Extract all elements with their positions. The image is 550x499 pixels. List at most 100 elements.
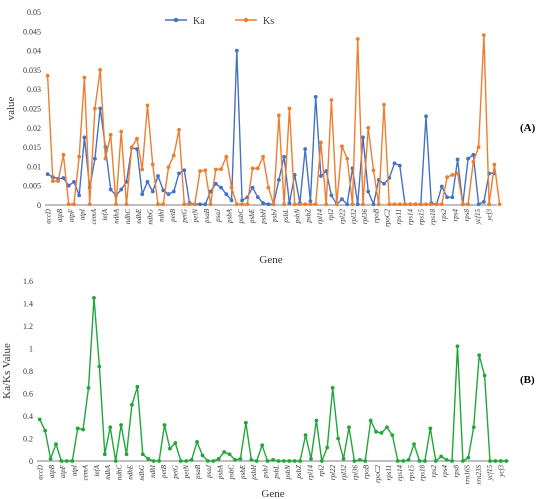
data-point [182,202,187,207]
x-tick-label: rps18 [429,209,437,225]
data-point [82,75,87,80]
data-point [266,185,271,190]
x-tick-label: rpoB [372,208,380,223]
x-tick-label: rps15 [407,465,415,481]
data-point [504,459,509,463]
data-point [406,457,411,462]
data-point [98,68,103,72]
data-point [66,202,71,207]
data-point [240,198,244,203]
data-point [350,202,355,207]
data-point [374,429,378,434]
x-tick-label: psbC [228,465,236,481]
data-point [476,202,481,207]
x-tick-label: accD [37,465,45,480]
data-point [260,443,265,448]
data-point [135,136,139,141]
data-point [281,459,286,463]
panel-label: (A) [520,122,536,134]
y-tick-label: 0.03 [27,85,41,94]
data-point [108,132,113,137]
x-tick-label: ndhI [158,208,166,222]
data-point [213,167,218,172]
x-tick-label: psbC [237,209,245,225]
data-point [382,181,386,186]
data-point [379,430,384,435]
data-point [460,459,465,463]
x-tick-label: petG [180,209,188,224]
data-point [271,457,275,462]
x-tick-label: ndhG [138,465,146,481]
x-tick-label: psbN [293,209,301,225]
data-point [366,125,371,130]
x-tick-label: ycf3 [485,209,493,222]
x-tick-label: psaB [203,208,211,224]
data-point [150,189,155,194]
data-point [168,446,172,451]
data-point [330,385,335,390]
data-point [403,202,407,207]
x-tick-label: atpI [70,464,78,476]
data-point [314,418,319,423]
data-point [216,456,221,461]
y-tick-label: 0.005 [23,182,41,191]
data-point [45,73,50,78]
data-point [81,427,86,432]
x-tick-label: ycf15 [474,209,482,226]
data-point [182,168,187,173]
data-point [145,103,150,108]
y-tick-label: 0 [29,457,33,466]
data-point [70,459,75,463]
x-tick-label: rps11 [395,209,403,224]
x-tick-label: rpoB [363,464,371,479]
data-point [156,202,160,207]
x-tick-label: ndhA [112,208,120,224]
x-tick-label: rps8 [452,465,460,478]
data-point [48,456,53,461]
data-point [392,202,397,207]
data-point [45,172,50,177]
data-point [59,459,64,463]
x-tick-label: petN [192,209,200,224]
data-point [266,202,271,207]
data-point [492,162,497,167]
data-point [385,425,389,430]
x-tick-label: ndhE [127,464,135,480]
data-point [433,459,438,463]
data-point [481,33,486,38]
y-tick-label: 0.01 [27,162,41,171]
data-point [61,176,66,180]
y-tick-label: 0.025 [23,105,41,114]
data-point [395,459,400,463]
data-point [234,202,239,207]
data-point [250,166,255,171]
data-point [219,185,223,190]
x-tick-label: psbE [239,464,247,480]
data-point [450,459,454,463]
data-point [298,202,302,207]
data-point [455,157,460,162]
y-tick-label: 0.015 [23,143,41,152]
data-point [493,459,498,463]
data-point [75,426,80,431]
data-point [233,457,237,462]
x-tick-label: infA [93,464,101,476]
y-tick-label: 1.6 [23,277,33,286]
data-point [292,202,297,207]
x-axis-title: Gene [259,254,282,266]
data-point [340,144,344,149]
data-point [334,202,339,207]
data-point [229,185,234,190]
data-point [390,433,395,438]
data-point [129,145,134,150]
x-tick-label: psbZ [295,465,303,480]
data-point [355,37,360,41]
data-point [145,179,150,184]
x-tick-label: rps2 [440,209,448,222]
x-tick-label: rps4 [441,465,449,478]
data-point [341,456,346,461]
x-tick-label: atpB [48,464,56,478]
data-point [336,436,341,441]
data-point [187,202,192,207]
data-point [392,161,397,166]
